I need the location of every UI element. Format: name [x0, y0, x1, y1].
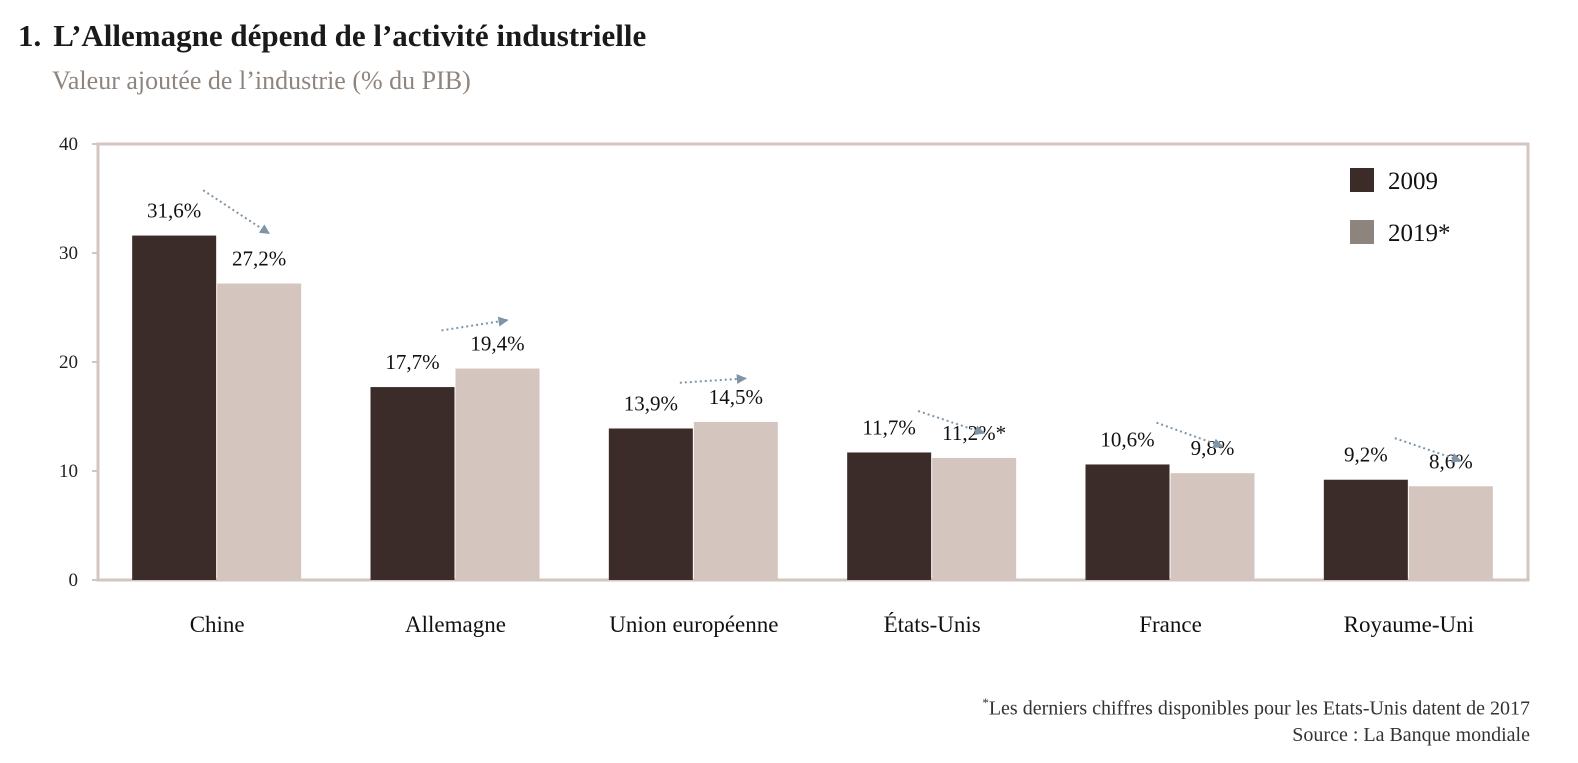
legend-swatch-2009	[1350, 168, 1374, 192]
bar-2019	[217, 283, 302, 580]
bar-2009	[132, 235, 217, 580]
data-label-2019: 14,5%	[709, 385, 763, 409]
y-tick-label: 40	[59, 134, 78, 155]
bar-2019	[455, 368, 540, 580]
data-label-2009: 31,6%	[147, 199, 201, 223]
footnote-line: *Les derniers chiffres disponibles pour …	[982, 690, 1530, 722]
bar-chart: 0 10 20 30 40 31,6% 27,2% Chine 17,7% 19,4% Allema…	[59, 134, 1530, 637]
data-label-2009: 10,6%	[1100, 427, 1154, 451]
category-label: États-Unis	[884, 612, 981, 637]
y-tick-label: 0	[69, 570, 79, 591]
footnote-block: *Les derniers chiffres disponibles pour …	[982, 690, 1530, 748]
chart-number: 1.	[18, 18, 42, 53]
chart-subtitle: Valeur ajoutée de l’industrie (% du PIB)	[52, 66, 471, 95]
trend-arrow	[441, 316, 509, 332]
footnote-text: Les derniers chiffres disponibles pour l…	[988, 697, 1530, 720]
trend-arrow	[1156, 421, 1224, 449]
category-label: Allemagne	[405, 612, 506, 637]
bar-2019	[932, 457, 1017, 580]
trend-arrow	[202, 189, 271, 235]
data-label-2009: 13,9%	[624, 391, 678, 415]
data-label-2019: 27,2%	[232, 247, 286, 271]
footnote-mark: *	[982, 695, 989, 710]
bar-2019	[693, 421, 778, 580]
data-label-2009: 17,7%	[385, 350, 439, 374]
y-tick-label: 20	[59, 352, 78, 373]
plot-frame	[96, 142, 1530, 582]
category-label: Union européenne	[609, 612, 778, 637]
data-label-2009: 11,7%	[862, 415, 915, 439]
y-tick-label: 30	[59, 243, 78, 264]
data-label-2019: 9,8%	[1191, 436, 1235, 460]
bar-2009	[1085, 464, 1170, 580]
source-line: Source : La Banque mondiale	[1292, 723, 1530, 746]
bar-2009	[847, 452, 932, 580]
legend-swatch-2019	[1350, 220, 1374, 244]
trend-arrow	[1394, 437, 1462, 463]
data-label-2019: 8,6%	[1429, 449, 1473, 473]
data-label-2019: 11,2%*	[942, 421, 1006, 445]
chart-title-row: 1. L’Allemagne dépend de l’activité indu…	[18, 18, 646, 54]
bar-2009	[608, 428, 693, 580]
trend-arrow	[917, 410, 986, 436]
bar-2019	[1170, 473, 1255, 580]
bar-2009	[1323, 479, 1408, 580]
chart-title: L’Allemagne dépend de l’activité industr…	[53, 18, 647, 53]
trend-arrow	[679, 374, 747, 384]
category-label: France	[1139, 612, 1202, 637]
legend-label-2019: 2019*	[1388, 220, 1451, 247]
category-label: Chine	[190, 612, 245, 637]
data-label-2019: 19,4%	[470, 332, 524, 356]
bar-2019	[1408, 486, 1493, 580]
data-label-2009: 9,2%	[1344, 443, 1388, 467]
bar-2009	[370, 387, 455, 580]
y-tick-label: 10	[59, 461, 78, 482]
category-label: Royaume-Uni	[1344, 612, 1474, 637]
legend-label-2009: 2009	[1388, 168, 1438, 195]
